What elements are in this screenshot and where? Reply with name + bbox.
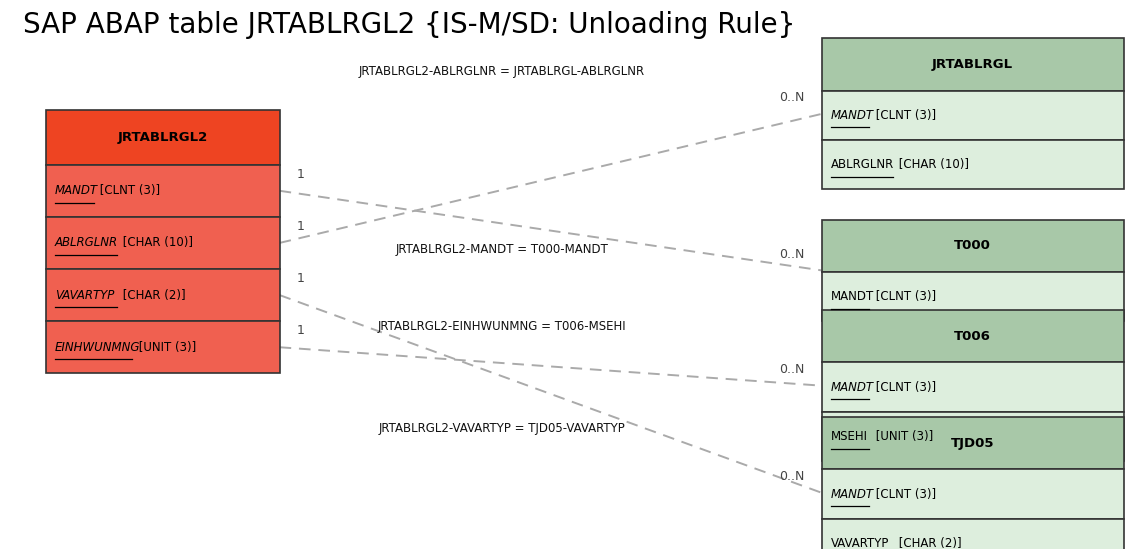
Text: MANDT: MANDT <box>831 290 874 303</box>
Text: MANDT: MANDT <box>55 184 98 197</box>
Text: [UNIT (3)]: [UNIT (3)] <box>872 430 933 443</box>
Bar <box>46 217 280 269</box>
Text: 0..N: 0..N <box>779 470 804 483</box>
Text: SAP ABAP table JRTABLRGL2 {IS-M/SD: Unloading Rule}: SAP ABAP table JRTABLRGL2 {IS-M/SD: Unlo… <box>23 11 795 39</box>
Text: 1: 1 <box>297 324 305 337</box>
Bar <box>822 519 1124 549</box>
Text: 1: 1 <box>297 272 305 285</box>
Bar <box>46 165 280 217</box>
Bar <box>822 362 1124 412</box>
Bar <box>822 38 1124 91</box>
Bar <box>822 412 1124 461</box>
Text: [UNIT (3)]: [UNIT (3)] <box>135 341 196 354</box>
Text: T000: T000 <box>954 239 992 252</box>
Text: [CLNT (3)]: [CLNT (3)] <box>96 184 160 197</box>
Text: [CHAR (10)]: [CHAR (10)] <box>895 158 969 171</box>
Text: JRTABLRGL2: JRTABLRGL2 <box>118 131 208 144</box>
Text: JRTABLRGL2-MANDT = T000-MANDT: JRTABLRGL2-MANDT = T000-MANDT <box>396 243 608 256</box>
Text: JRTABLRGL2-ABLRGLNR = JRTABLRGL-ABLRGLNR: JRTABLRGL2-ABLRGLNR = JRTABLRGL-ABLRGLNR <box>359 65 645 78</box>
Text: TJD05: TJD05 <box>950 437 995 450</box>
Text: JRTABLRGL: JRTABLRGL <box>932 58 1013 71</box>
Text: [CLNT (3)]: [CLNT (3)] <box>872 109 936 122</box>
Text: T006: T006 <box>954 330 992 343</box>
Text: ABLRGLNR: ABLRGLNR <box>831 158 893 171</box>
Text: [CHAR (2)]: [CHAR (2)] <box>895 537 962 549</box>
Text: [CLNT (3)]: [CLNT (3)] <box>872 290 936 303</box>
Text: 1: 1 <box>297 168 305 181</box>
Text: MANDT: MANDT <box>831 109 874 122</box>
Text: [CHAR (10)]: [CHAR (10)] <box>119 237 193 249</box>
Bar <box>822 469 1124 519</box>
Bar <box>822 310 1124 362</box>
Text: JRTABLRGL2-EINHWUNMNG = T006-MSEHI: JRTABLRGL2-EINHWUNMNG = T006-MSEHI <box>378 320 626 333</box>
Bar <box>46 269 280 321</box>
Text: VAVARTYP: VAVARTYP <box>55 289 114 301</box>
Text: 0..N: 0..N <box>779 248 804 261</box>
Text: 0..N: 0..N <box>779 91 804 104</box>
Text: 1: 1 <box>297 220 305 233</box>
Text: MSEHI: MSEHI <box>831 430 867 443</box>
Text: ABLRGLNR: ABLRGLNR <box>55 237 118 249</box>
Text: VAVARTYP: VAVARTYP <box>831 537 889 549</box>
Bar <box>822 417 1124 469</box>
Text: [CHAR (2)]: [CHAR (2)] <box>119 289 186 301</box>
Bar <box>46 321 280 373</box>
Text: [CLNT (3)]: [CLNT (3)] <box>872 488 936 501</box>
Text: MANDT: MANDT <box>831 488 874 501</box>
Bar <box>822 272 1124 321</box>
Text: JRTABLRGL2-VAVARTYP = TJD05-VAVARTYP: JRTABLRGL2-VAVARTYP = TJD05-VAVARTYP <box>379 422 625 435</box>
Text: EINHWUNMNG: EINHWUNMNG <box>55 341 140 354</box>
Text: MANDT: MANDT <box>831 380 874 394</box>
Text: [CLNT (3)]: [CLNT (3)] <box>872 380 936 394</box>
Text: 0..N: 0..N <box>779 363 804 376</box>
Bar <box>822 140 1124 189</box>
Bar <box>822 220 1124 272</box>
Bar <box>822 91 1124 140</box>
Bar <box>46 110 280 165</box>
